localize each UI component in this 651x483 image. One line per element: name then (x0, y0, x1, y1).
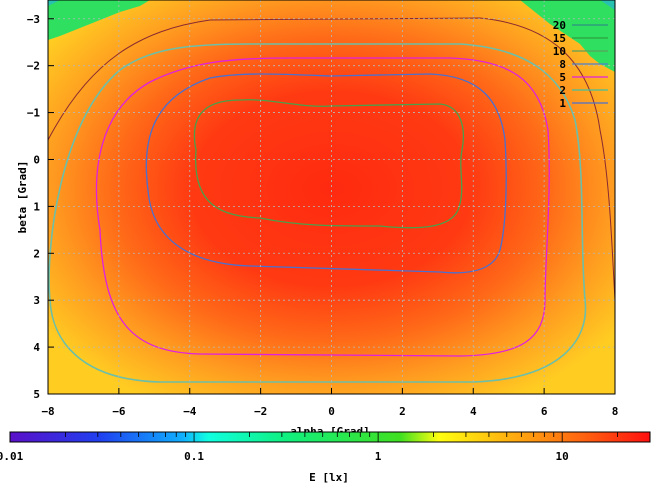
legend-label: 8 (559, 58, 566, 71)
x-tick-label: −6 (112, 405, 126, 418)
legend-label: 5 (559, 71, 566, 84)
contour-8-outline (145, 73, 507, 274)
contour-1-outline (48, 43, 587, 383)
x-axis-ticks: −8 −6 −4 −2 0 2 4 6 8 (41, 388, 618, 418)
y-axis-label: beta [Grad] (16, 161, 29, 234)
y-tick-label: 0 (33, 153, 40, 166)
y-tick-label: −1 (27, 107, 41, 120)
y-tick-label: 5 (33, 388, 40, 401)
colorbar-tick-label: 0.1 (184, 450, 204, 463)
x-tick-label: 0 (328, 405, 335, 418)
grid-lines (48, 0, 615, 394)
legend-label: 1 (559, 97, 566, 110)
colorbar-label: E [lx] (309, 471, 349, 483)
legend-label: 20 (553, 19, 566, 32)
contour-outer-brown (48, 17, 615, 301)
y-tick-label: 4 (33, 341, 40, 354)
x-tick-label: 2 (399, 405, 406, 418)
y-axis-ticks: −3 −2 −1 0 1 2 3 4 5 (27, 13, 54, 401)
colorbar-tick-label: 0.01 (0, 450, 24, 463)
x-tick-label: −2 (254, 405, 267, 418)
colorbar-tick-label: 1 (375, 450, 382, 463)
contour-lines (48, 17, 615, 383)
low-corner-top-right (520, 0, 615, 72)
low-corner-top-left (48, 0, 150, 40)
x-tick-label: 8 (612, 405, 619, 418)
y-tick-label: −2 (27, 60, 40, 73)
x-tick-label: 4 (470, 405, 477, 418)
legend-label: 15 (553, 32, 566, 45)
y-tick-label: 1 (33, 200, 40, 213)
x-tick-label: 6 (541, 405, 548, 418)
y-tick-label: 2 (33, 247, 40, 260)
legend-label: 2 (559, 84, 566, 97)
x-tick-label: −4 (183, 405, 197, 418)
contour-5-outline (95, 57, 550, 357)
colorbar-ticks: 0.01 0.1 1 10 (0, 432, 651, 463)
colorbar-tick-label: 10 (556, 450, 569, 463)
contour-10-outline (193, 99, 465, 229)
y-tick-label: −3 (27, 13, 40, 26)
y-tick-label: 3 (33, 294, 40, 307)
legend-label: 10 (553, 45, 566, 58)
x-tick-label: −8 (41, 405, 54, 418)
